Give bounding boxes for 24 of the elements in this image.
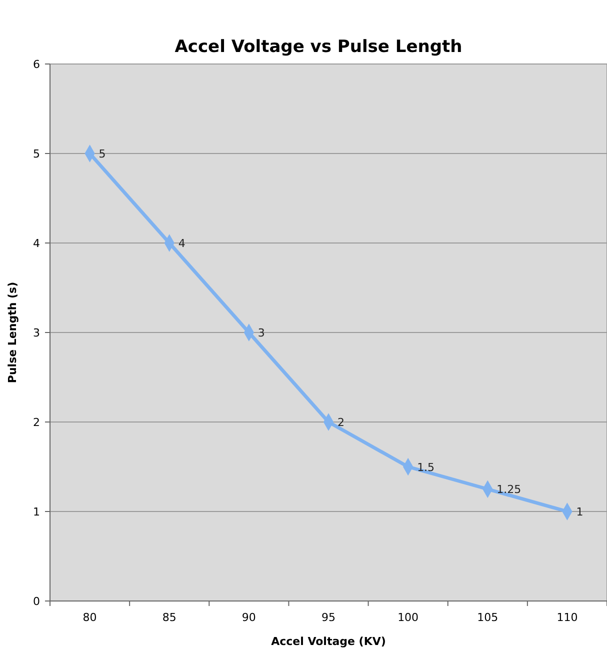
x-tick-label: 85 xyxy=(162,611,176,624)
data-label: 1.5 xyxy=(417,460,435,474)
x-tick-label: 100 xyxy=(398,611,419,624)
x-tick-label: 90 xyxy=(242,611,256,624)
y-tick-label: 4 xyxy=(33,237,40,250)
x-tick-label: 105 xyxy=(477,611,498,624)
data-label: 4 xyxy=(178,237,186,250)
chart-title: Accel Voltage vs Pulse Length xyxy=(174,37,462,57)
y-tick-label: 5 xyxy=(33,148,40,160)
data-label: 2 xyxy=(338,416,344,429)
x-tick-label: 95 xyxy=(322,611,336,624)
data-label: 1.25 xyxy=(496,483,522,496)
data-label: 5 xyxy=(98,148,106,160)
y-axis-title: Pulse Length (s) xyxy=(6,282,19,384)
data-label: 1 xyxy=(576,506,584,518)
y-tick-label: 0 xyxy=(33,595,40,608)
data-label: 3 xyxy=(258,326,265,340)
y-tick-label: 3 xyxy=(33,326,40,340)
y-tick-label: 1 xyxy=(33,506,40,518)
y-tick-label: 6 xyxy=(33,58,40,71)
y-tick-label: 2 xyxy=(33,416,40,429)
x-tick-label: 80 xyxy=(82,611,97,624)
x-axis-title: Accel Voltage (KV) xyxy=(271,635,386,648)
x-tick-label: 110 xyxy=(556,611,578,624)
